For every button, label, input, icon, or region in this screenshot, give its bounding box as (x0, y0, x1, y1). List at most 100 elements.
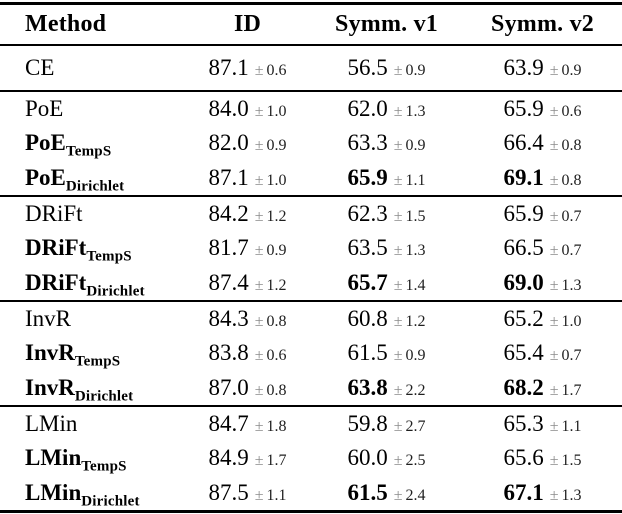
group-separator-rule (0, 90, 622, 92)
std-dev-value: 1.8 (266, 418, 287, 436)
value-cell: 65.9 ±1.1 (310, 165, 463, 191)
value-cell: 84.2 ±1.2 (185, 201, 310, 227)
metric-value: 67.1 (503, 479, 544, 505)
std-dev-value: 0.8 (561, 137, 582, 155)
column-header-symm-v2: Symm. v2 (491, 11, 594, 37)
method-cell: PoE (0, 96, 185, 122)
metric-value: 69.0 (503, 269, 544, 295)
method-cell: PoETempS (0, 130, 185, 159)
value-cell: 65.9 ±0.7 (463, 201, 622, 227)
method-name: InvR (25, 340, 75, 366)
group-separator-rule (0, 195, 622, 197)
method-cell: InvR (0, 306, 185, 332)
value-cell: 65.9 ±0.6 (463, 96, 622, 122)
std-dev-value: 0.8 (266, 381, 287, 399)
value-cell: 69.0 ±1.3 (463, 270, 622, 296)
value-cell: 62.0 ±1.3 (310, 96, 463, 122)
plus-minus-sign: ± (254, 452, 264, 470)
value-cell: 83.8 ±0.6 (185, 340, 310, 366)
metric-value: 84.0 (208, 96, 249, 122)
plus-minus-sign: ± (254, 208, 264, 226)
method-subscript: TempS (86, 249, 132, 266)
plus-minus-sign: ± (254, 137, 264, 155)
method-cell: CE (0, 55, 185, 81)
value-cell: 67.1 ±1.3 (463, 480, 622, 506)
method-cell: LMinTempS (0, 445, 185, 474)
value-cell: 65.7 ±1.4 (310, 270, 463, 296)
std-dev-value: 2.5 (405, 452, 426, 470)
table-row-group: CE 87.1 ±0.6 56.5 ±0.9 63.9 ±0.9 (0, 46, 622, 90)
method-cell: PoEDirichlet (0, 164, 185, 194)
std-dev-value: 0.8 (266, 313, 287, 331)
std-dev-value: 1.3 (405, 242, 426, 260)
plus-minus-sign: ± (549, 452, 559, 470)
method-name: PoE (25, 96, 64, 122)
std-dev-value: 1.0 (266, 103, 287, 121)
value-cell: 65.3 ±1.1 (463, 411, 622, 437)
value-cell: 59.8 ±2.7 (310, 411, 463, 437)
table-row: CE 87.1 ±0.6 56.5 ±0.9 63.9 ±0.9 (0, 46, 622, 90)
table-row: DRiFt 84.2 ±1.2 62.3 ±1.5 65.9 ±0.7 (0, 197, 622, 231)
plus-minus-sign: ± (254, 103, 264, 121)
std-dev-value: 1.7 (561, 381, 582, 399)
metric-value: 84.7 (208, 411, 249, 437)
metric-value: 62.0 (347, 96, 388, 122)
plus-minus-sign: ± (393, 171, 403, 189)
std-dev-value: 0.7 (561, 242, 582, 260)
plus-minus-sign: ± (549, 418, 559, 436)
metric-value: 69.1 (503, 164, 544, 190)
method-cell: DRiFtDirichlet (0, 270, 185, 299)
metric-value: 63.9 (503, 55, 544, 80)
std-dev-value: 0.9 (266, 137, 287, 155)
value-cell: 82.0 ±0.9 (185, 130, 310, 156)
method-subscript: Dirichlet (81, 493, 140, 510)
plus-minus-sign: ± (549, 62, 559, 79)
plus-minus-sign: ± (549, 381, 559, 399)
plus-minus-sign: ± (393, 486, 403, 504)
metric-value: 63.3 (347, 130, 388, 156)
value-cell: 63.3 ±0.9 (310, 130, 463, 156)
std-dev-value: 1.3 (405, 103, 426, 121)
method-name: DRiFt (25, 201, 83, 227)
plus-minus-sign: ± (549, 486, 559, 504)
method-cell: DRiFt (0, 201, 185, 227)
table-row-group: LMin 84.7 ±1.8 59.8 ±2.7 65.3 ±1.1 LMinTempS 84.… (0, 407, 622, 510)
std-dev-value: 0.8 (561, 171, 582, 189)
plus-minus-sign: ± (254, 381, 264, 399)
value-cell: 84.0 ±1.0 (185, 96, 310, 122)
plus-minus-sign: ± (393, 208, 403, 226)
column-header-symm-v1: Symm. v1 (335, 11, 438, 37)
plus-minus-sign: ± (254, 242, 264, 260)
metric-value: 87.1 (208, 55, 249, 80)
plus-minus-sign: ± (393, 137, 403, 155)
table-row: InvRTempS 83.8 ±0.6 61.5 ±0.9 65.4 ±0.7 (0, 336, 622, 370)
std-dev-value: 1.0 (266, 171, 287, 189)
plus-minus-sign: ± (393, 381, 403, 399)
plus-minus-sign: ± (254, 313, 264, 331)
value-cell: 65.4 ±0.7 (463, 340, 622, 366)
value-cell: 61.5 ±2.4 (310, 480, 463, 506)
value-cell: 84.9 ±1.7 (185, 445, 310, 471)
metric-value: 63.5 (347, 235, 388, 261)
plus-minus-sign: ± (549, 103, 559, 121)
table-row: PoETempS 82.0 ±0.9 63.3 ±0.9 66.4 ±0.8 (0, 126, 622, 160)
method-name: LMin (25, 479, 82, 505)
value-cell: 84.3 ±0.8 (185, 306, 310, 332)
plus-minus-sign: ± (393, 418, 403, 436)
std-dev-value: 0.6 (266, 62, 287, 79)
metric-value: 65.9 (503, 201, 544, 227)
method-name: PoE (25, 164, 66, 190)
method-name: PoE (25, 130, 66, 156)
std-dev-value: 1.4 (405, 276, 426, 294)
plus-minus-sign: ± (254, 486, 264, 504)
bottom-rule (0, 510, 622, 513)
table-row: LMinTempS 84.9 ±1.7 60.0 ±2.5 65.6 ±1.5 (0, 441, 622, 475)
value-cell: 56.5 ±0.9 (310, 55, 463, 81)
std-dev-value: 2.7 (405, 418, 426, 436)
value-cell: 60.8 ±1.2 (310, 306, 463, 332)
method-cell: DRiFtTempS (0, 235, 185, 264)
metric-value: 87.5 (208, 479, 249, 505)
std-dev-value: 1.5 (405, 208, 426, 226)
plus-minus-sign: ± (254, 62, 264, 79)
metric-value: 63.8 (347, 374, 388, 400)
